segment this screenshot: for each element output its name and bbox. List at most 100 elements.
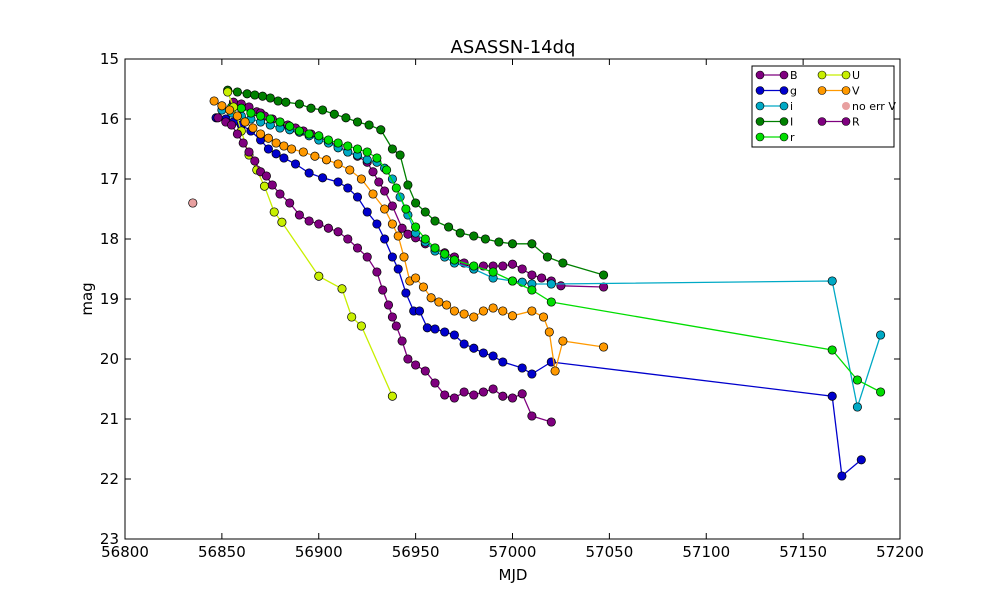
data-point: U: 56872, 17.12 <box>259 181 270 191</box>
data-point: U: 56938, 20.62 <box>387 391 397 401</box>
data-point: I: 56890, 15.75 <box>294 99 304 109</box>
data-point: r: 56910, 16.4 <box>333 138 343 148</box>
legend-item: I <box>755 116 793 129</box>
data-point: B: 56995, 18.45 <box>498 261 508 271</box>
data-point: V: 56854, 15.85 <box>225 105 235 115</box>
data-point: g: 57165, 20.62 <box>827 391 837 401</box>
data-point: r: 56960, 18.15 <box>430 243 440 253</box>
data-point: R: 56861, 16.4 <box>238 138 248 148</box>
x-tick-label: 57050 <box>586 543 634 561</box>
data-point: B: 57025, 18.78 <box>556 281 566 291</box>
data-point: g: 56910, 17.05 <box>333 177 343 187</box>
data-point: I: 56932, 16.18 <box>376 125 386 135</box>
data-point: i: 57190, 19.6 <box>876 330 886 340</box>
data-point: R: 56915, 18 <box>343 234 353 244</box>
data-point: I: 57010, 18.08 <box>527 239 537 249</box>
x-tick-label: 57150 <box>779 543 827 561</box>
legend-marker <box>779 86 789 95</box>
data-point: r: 56935, 16.85 <box>382 165 392 175</box>
data-point: I: 56955, 17.55 <box>420 207 430 217</box>
series-g: g: 56847, 15.98g: 56852, 16g: 56856, 16.… <box>211 113 866 481</box>
data-point: I: 56960, 17.7 <box>430 216 440 226</box>
data-point: r: 56970, 18.35 <box>449 255 459 265</box>
y-tick-label: 16 <box>100 110 119 128</box>
data-point: r: 56860, 15.82 <box>236 103 246 113</box>
data-point: g: 57170, 21.95 <box>837 471 847 481</box>
data-point: r: 56950, 17.8 <box>411 222 421 232</box>
x-tick-label: 57000 <box>489 543 537 561</box>
data-point: r: 56870, 15.95 <box>256 111 266 121</box>
legend-label: I <box>790 116 793 129</box>
data-point: i: 57165, 18.7 <box>827 276 837 286</box>
data-point: B: 57010, 18.6 <box>527 270 537 280</box>
y-tick-label: 21 <box>100 410 119 428</box>
data-point: I: 57047, 18.6 <box>599 270 609 280</box>
data-point: R: 56890, 17.6 <box>294 210 304 220</box>
data-point: r: 56925, 16.55 <box>362 147 372 157</box>
data-point: R: 56940, 19.45 <box>391 321 401 331</box>
series-r: r: 56855, 15.8r: 56860, 15.82r: 56865, 1… <box>227 102 886 397</box>
data-point: R: 56930, 18.55 <box>372 267 382 277</box>
data-point: I: 56879, 15.7 <box>273 96 283 106</box>
axis-ticks: 56800 56850 56900 56950 57000 57050 57100 57150… <box>100 50 924 561</box>
data-point: I: 56858, 15.55 <box>232 87 242 97</box>
data-point: V: 56858, 15.95 <box>232 111 242 121</box>
data-point: R: 56880, 17.25 <box>275 189 285 199</box>
series-R: R: 56848, 15.98R: 56852, 16.05R: 56855, … <box>213 113 556 427</box>
series-V: V: 56846, 15.7V: 56850, 15.78V: 56854, 1… <box>209 96 609 376</box>
data-point: V: 56850, 15.78 <box>217 101 227 111</box>
data-point: I: 56980, 17.95 <box>469 231 479 241</box>
data-point: g: 56980, 19.82 <box>469 343 479 353</box>
y-tick-label: 17 <box>100 170 119 188</box>
data-point: I: 56914, 15.98 <box>341 113 351 123</box>
legend-marker <box>755 101 765 111</box>
legend-marker <box>841 86 851 95</box>
data-point: U: 56917, 19.3 <box>347 312 357 322</box>
data-point: U: 56881, 17.72 <box>277 217 287 227</box>
y-axis-label: mag <box>78 282 96 315</box>
data-point: B: 56928, 16.88 <box>368 167 378 177</box>
data-point: R: 56960, 20.4 <box>430 378 440 388</box>
data-point: V: 56846, 15.7 <box>209 96 219 106</box>
legend-item: B <box>755 69 798 82</box>
legend-marker <box>755 86 765 95</box>
data-point: I: 56875, 15.65 <box>265 93 275 103</box>
series-I: I: 56853, 15.52I: 56858, 15.55I: 56863, … <box>223 85 609 280</box>
legend-item: U <box>817 69 860 82</box>
series-line <box>227 89 604 276</box>
data-point: V: 56870, 16.25 <box>256 129 266 139</box>
data-point: I: 56973, 17.9 <box>455 228 465 238</box>
data-point: V: 56990, 19.15 <box>488 303 498 313</box>
data-point: R: 56895, 17.7 <box>304 216 314 226</box>
data-point: B: 57000, 18.42 <box>507 259 518 269</box>
data-point: r: 57165, 19.85 <box>827 345 837 355</box>
data-point: g: 57005, 20.15 <box>517 363 527 373</box>
legend-marker <box>817 117 827 126</box>
data-point: no err V: 56835, 17.4 <box>188 198 198 208</box>
data-point: V: 56980, 19.3 <box>469 312 479 322</box>
data-point: R: 56933, 18.85 <box>378 285 388 295</box>
data-point: V: 56922, 17 <box>356 174 366 184</box>
data-point: V: 56882, 16.45 <box>279 141 289 151</box>
data-point: R: 56943, 19.7 <box>397 336 407 346</box>
data-point: V: 56985, 19.2 <box>478 306 488 316</box>
data-point: V: 56934, 17.5 <box>380 204 390 214</box>
data-point: U: 56900, 18.62 <box>314 271 324 281</box>
data-point: I: 57018, 18.3 <box>542 252 552 262</box>
data-point: r: 56900, 16.28 <box>314 131 324 141</box>
legend-label: r <box>790 131 795 144</box>
legend-marker <box>817 86 827 95</box>
data-point: R: 56946, 20 <box>403 354 413 364</box>
series-layer: B: 56856, 15.72B: 56860, 15.75B: 56864, … <box>188 85 886 481</box>
legend-marker <box>755 132 765 142</box>
data-point: B: 56931, 17.05 <box>374 177 384 187</box>
y-tick-label: 20 <box>100 350 119 368</box>
data-point: R: 56938, 19.3 <box>387 312 397 322</box>
data-point: R: 57000, 20.65 <box>507 393 518 403</box>
data-point: R: 57020, 21.05 <box>546 417 556 427</box>
data-point: R: 57010, 20.95 <box>527 411 537 421</box>
y-tick-label: 19 <box>100 290 119 308</box>
data-point: g: 56930, 17.75 <box>372 219 382 229</box>
